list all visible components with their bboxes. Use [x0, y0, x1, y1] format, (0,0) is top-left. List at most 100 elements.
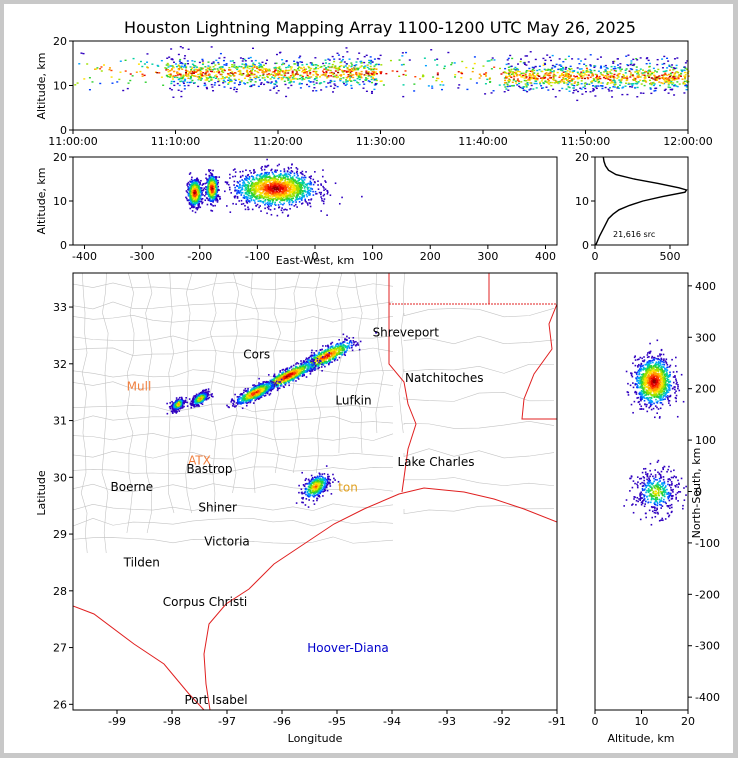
source-point: [273, 176, 276, 178]
source-point: [124, 59, 127, 62]
source-point: [210, 173, 213, 175]
source-point: [263, 179, 265, 182]
source-point: [304, 176, 307, 179]
source-point: [601, 74, 604, 76]
source-point: [332, 91, 335, 93]
source-point: [181, 77, 184, 80]
source-point: [578, 73, 581, 76]
source-point: [194, 65, 197, 67]
source-point: [273, 194, 276, 196]
source-point: [346, 66, 349, 69]
source-point: [191, 79, 194, 82]
source-point: [454, 76, 457, 78]
source-point: [212, 186, 215, 189]
source-point: [518, 85, 521, 88]
source-point: [229, 69, 232, 71]
source-point: [156, 72, 159, 74]
source-point: [228, 186, 231, 189]
source-point: [185, 73, 188, 75]
source-point: [187, 185, 189, 188]
source-point: [610, 90, 613, 92]
source-point: [598, 75, 601, 78]
source-point: [571, 84, 574, 86]
source-point: [551, 64, 554, 67]
source-point: [666, 67, 669, 69]
source-point: [341, 71, 344, 73]
source-point: [571, 71, 574, 74]
source-point: [201, 202, 203, 205]
source-point: [325, 345, 327, 347]
source-point: [379, 80, 382, 82]
source-point: [264, 203, 266, 206]
source-point: [283, 170, 286, 172]
source-point: [391, 70, 394, 72]
source-point: [583, 77, 586, 80]
source-point: [268, 192, 271, 194]
source-point: [237, 189, 240, 192]
source-point: [243, 197, 246, 199]
source-point: [235, 65, 238, 68]
source-point: [577, 77, 580, 80]
source-point: [375, 73, 378, 75]
source-point: [208, 199, 210, 202]
source-point: [216, 183, 219, 186]
source-point: [189, 186, 192, 189]
source-point: [276, 67, 279, 69]
source-point: [443, 67, 446, 70]
source-point: [339, 352, 341, 354]
source-point: [219, 73, 222, 76]
source-point: [310, 198, 313, 200]
source-point: [239, 57, 242, 59]
source-point: [274, 69, 277, 72]
source-point: [580, 75, 583, 78]
source-point: [268, 180, 271, 183]
source-point: [547, 79, 550, 82]
source-point: [267, 204, 270, 207]
source-point: [649, 87, 652, 89]
source-point: [453, 62, 456, 64]
source-point: [596, 78, 599, 80]
source-point: [250, 79, 253, 81]
source-point: [199, 72, 202, 74]
source-point: [562, 68, 565, 70]
source-point: [248, 74, 251, 77]
source-point: [287, 187, 290, 190]
source-point: [598, 80, 601, 83]
source-point: [275, 183, 278, 186]
source-point: [358, 72, 361, 75]
source-point: [253, 168, 255, 171]
source-point: [665, 78, 668, 81]
source-point: [306, 195, 308, 198]
source-point: [198, 197, 201, 200]
source-point: [504, 71, 507, 74]
source-point: [277, 180, 279, 183]
source-point: [301, 64, 304, 66]
source-point: [357, 75, 360, 78]
source-point: [217, 179, 219, 182]
source-point: [280, 74, 283, 76]
source-point: [297, 68, 300, 70]
source-point: [288, 199, 291, 202]
source-point: [510, 65, 513, 67]
source-point: [371, 76, 374, 79]
source-point: [549, 70, 552, 72]
source-point: [375, 79, 378, 82]
source-point: [250, 60, 253, 62]
source-point: [258, 186, 261, 189]
source-point: [368, 59, 371, 62]
source-point: [252, 73, 255, 75]
source-point: [349, 69, 352, 72]
source-point: [629, 68, 632, 70]
source-point: [206, 188, 209, 191]
source-point: [491, 57, 494, 59]
source-point: [296, 64, 299, 67]
source-point: [290, 68, 293, 70]
source-point: [144, 81, 147, 83]
source-point: [378, 58, 381, 60]
source-point: [561, 74, 564, 76]
source-point: [214, 204, 216, 207]
source-point: [253, 200, 256, 202]
source-point: [272, 180, 275, 182]
source-point: [304, 199, 307, 202]
source-point: [307, 65, 310, 68]
